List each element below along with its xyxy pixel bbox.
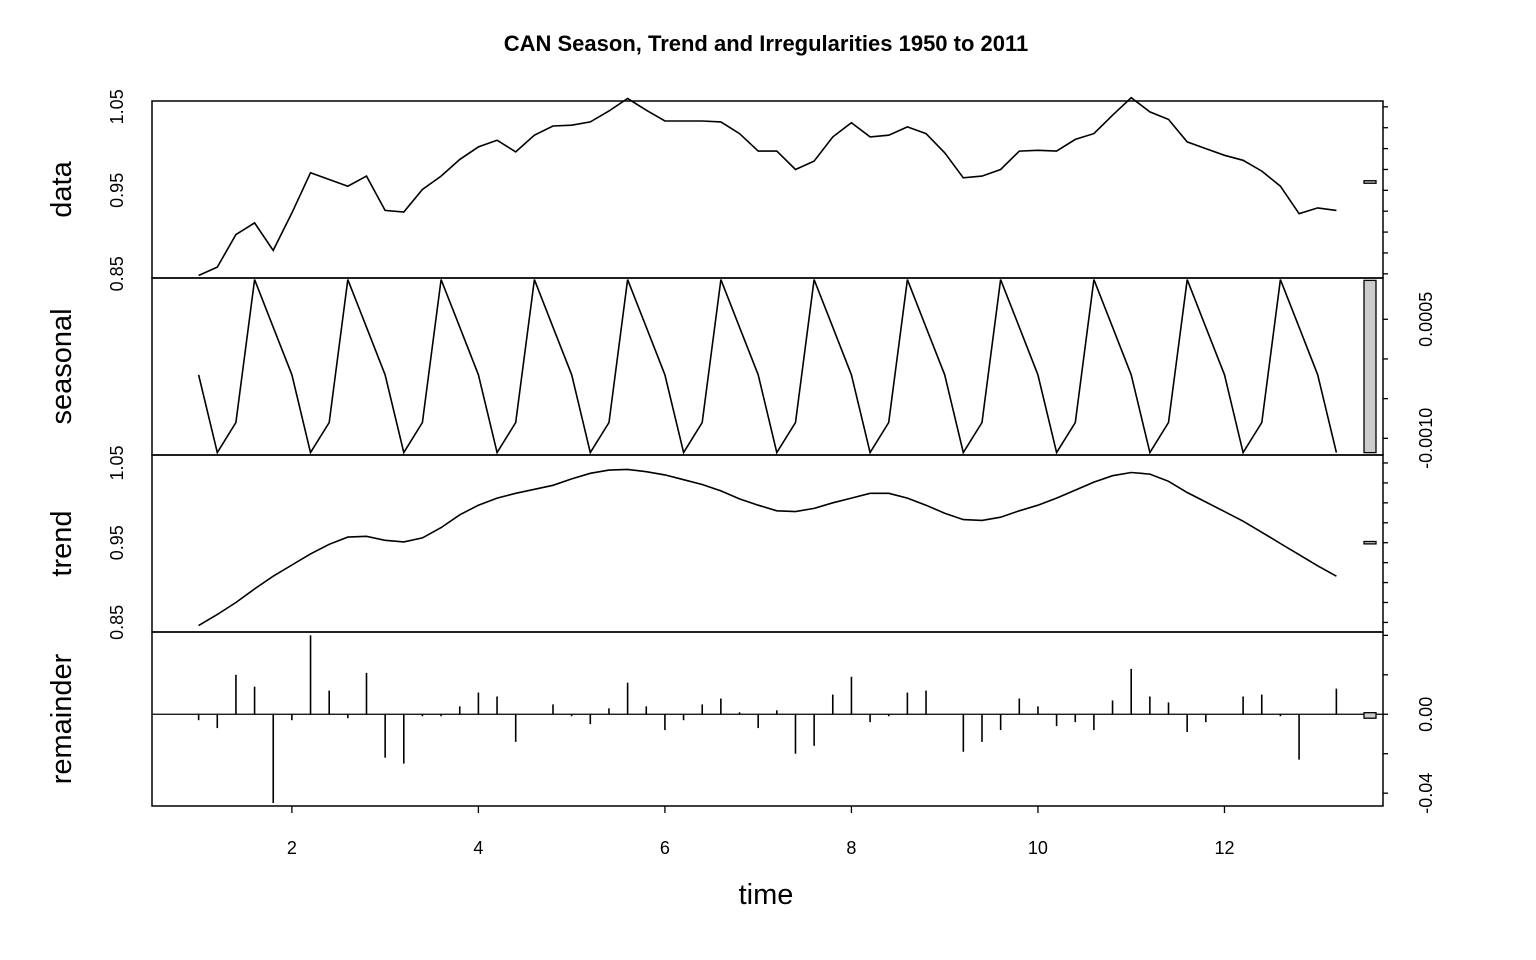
scale-bar-remainder xyxy=(1363,712,1377,719)
scale-bar-seasonal xyxy=(1363,279,1377,454)
panel-seasonal: 0.0005 -0.0010 seasonal xyxy=(46,277,1436,469)
y-tick-label-data: 0.95 xyxy=(107,173,127,208)
series-line-data xyxy=(198,96,1337,277)
series-line-seasonal xyxy=(197,279,1338,455)
panel-label-data: data xyxy=(46,160,78,217)
x-axis-label: time xyxy=(739,879,794,911)
panel-remainder: 0.00 -0.04 remainder xyxy=(46,631,1436,814)
y-tick-label-seasonal: 0.0005 xyxy=(1416,292,1436,347)
x-tick-label: 10 xyxy=(1028,838,1048,858)
y-tick-label-trend: 0.85 xyxy=(107,605,127,640)
x-tick-label: 2 xyxy=(287,838,297,858)
x-tick-label: 12 xyxy=(1214,838,1234,858)
scale-bar-trend xyxy=(1363,540,1377,545)
x-tick-label: 8 xyxy=(846,838,856,858)
y-tick-label-trend: 0.95 xyxy=(107,525,127,560)
y-tick-label-remainder: -0.04 xyxy=(1416,773,1436,814)
panels-layer: 0.85 0.95 1.05 data 0.0005 -0.0010 seasonal 0.8… xyxy=(46,89,1436,813)
x-tick-label: 4 xyxy=(473,838,483,858)
panel-label-seasonal: seasonal xyxy=(46,308,78,424)
y-tick-label-trend: 1.05 xyxy=(107,445,127,480)
chart-title: CAN Season, Trend and Irregularities 195… xyxy=(504,31,1029,56)
panel-label-trend: trend xyxy=(46,510,78,576)
y-tick-label-seasonal: -0.0010 xyxy=(1416,408,1436,469)
panel-frame-remainder xyxy=(151,631,1384,807)
x-tick-label: 6 xyxy=(660,838,670,858)
y-tick-label-data: 1.05 xyxy=(107,89,127,124)
panel-label-remainder: remainder xyxy=(46,653,78,784)
series-line-trend xyxy=(198,468,1337,627)
scale-bar-data xyxy=(1363,180,1377,184)
y-tick-label-data: 0.85 xyxy=(107,256,127,291)
x-axis: 2 4 6 8 10 12 xyxy=(287,806,1234,858)
y-tick-label-remainder: 0.00 xyxy=(1416,697,1436,732)
